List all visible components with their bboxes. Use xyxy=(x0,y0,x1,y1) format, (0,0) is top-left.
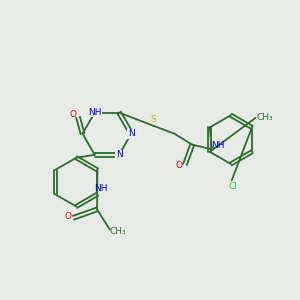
Text: O: O xyxy=(64,212,71,221)
Text: NH: NH xyxy=(94,184,108,193)
Text: N: N xyxy=(116,150,122,159)
Text: CH₃: CH₃ xyxy=(110,226,127,236)
Text: Cl: Cl xyxy=(229,182,238,191)
Text: O: O xyxy=(175,161,182,170)
Text: S: S xyxy=(150,115,156,124)
Text: O: O xyxy=(69,110,76,119)
Text: NH: NH xyxy=(88,108,101,117)
Text: N: N xyxy=(128,129,135,138)
Text: CH₃: CH₃ xyxy=(257,113,273,122)
Text: NH: NH xyxy=(212,141,225,150)
